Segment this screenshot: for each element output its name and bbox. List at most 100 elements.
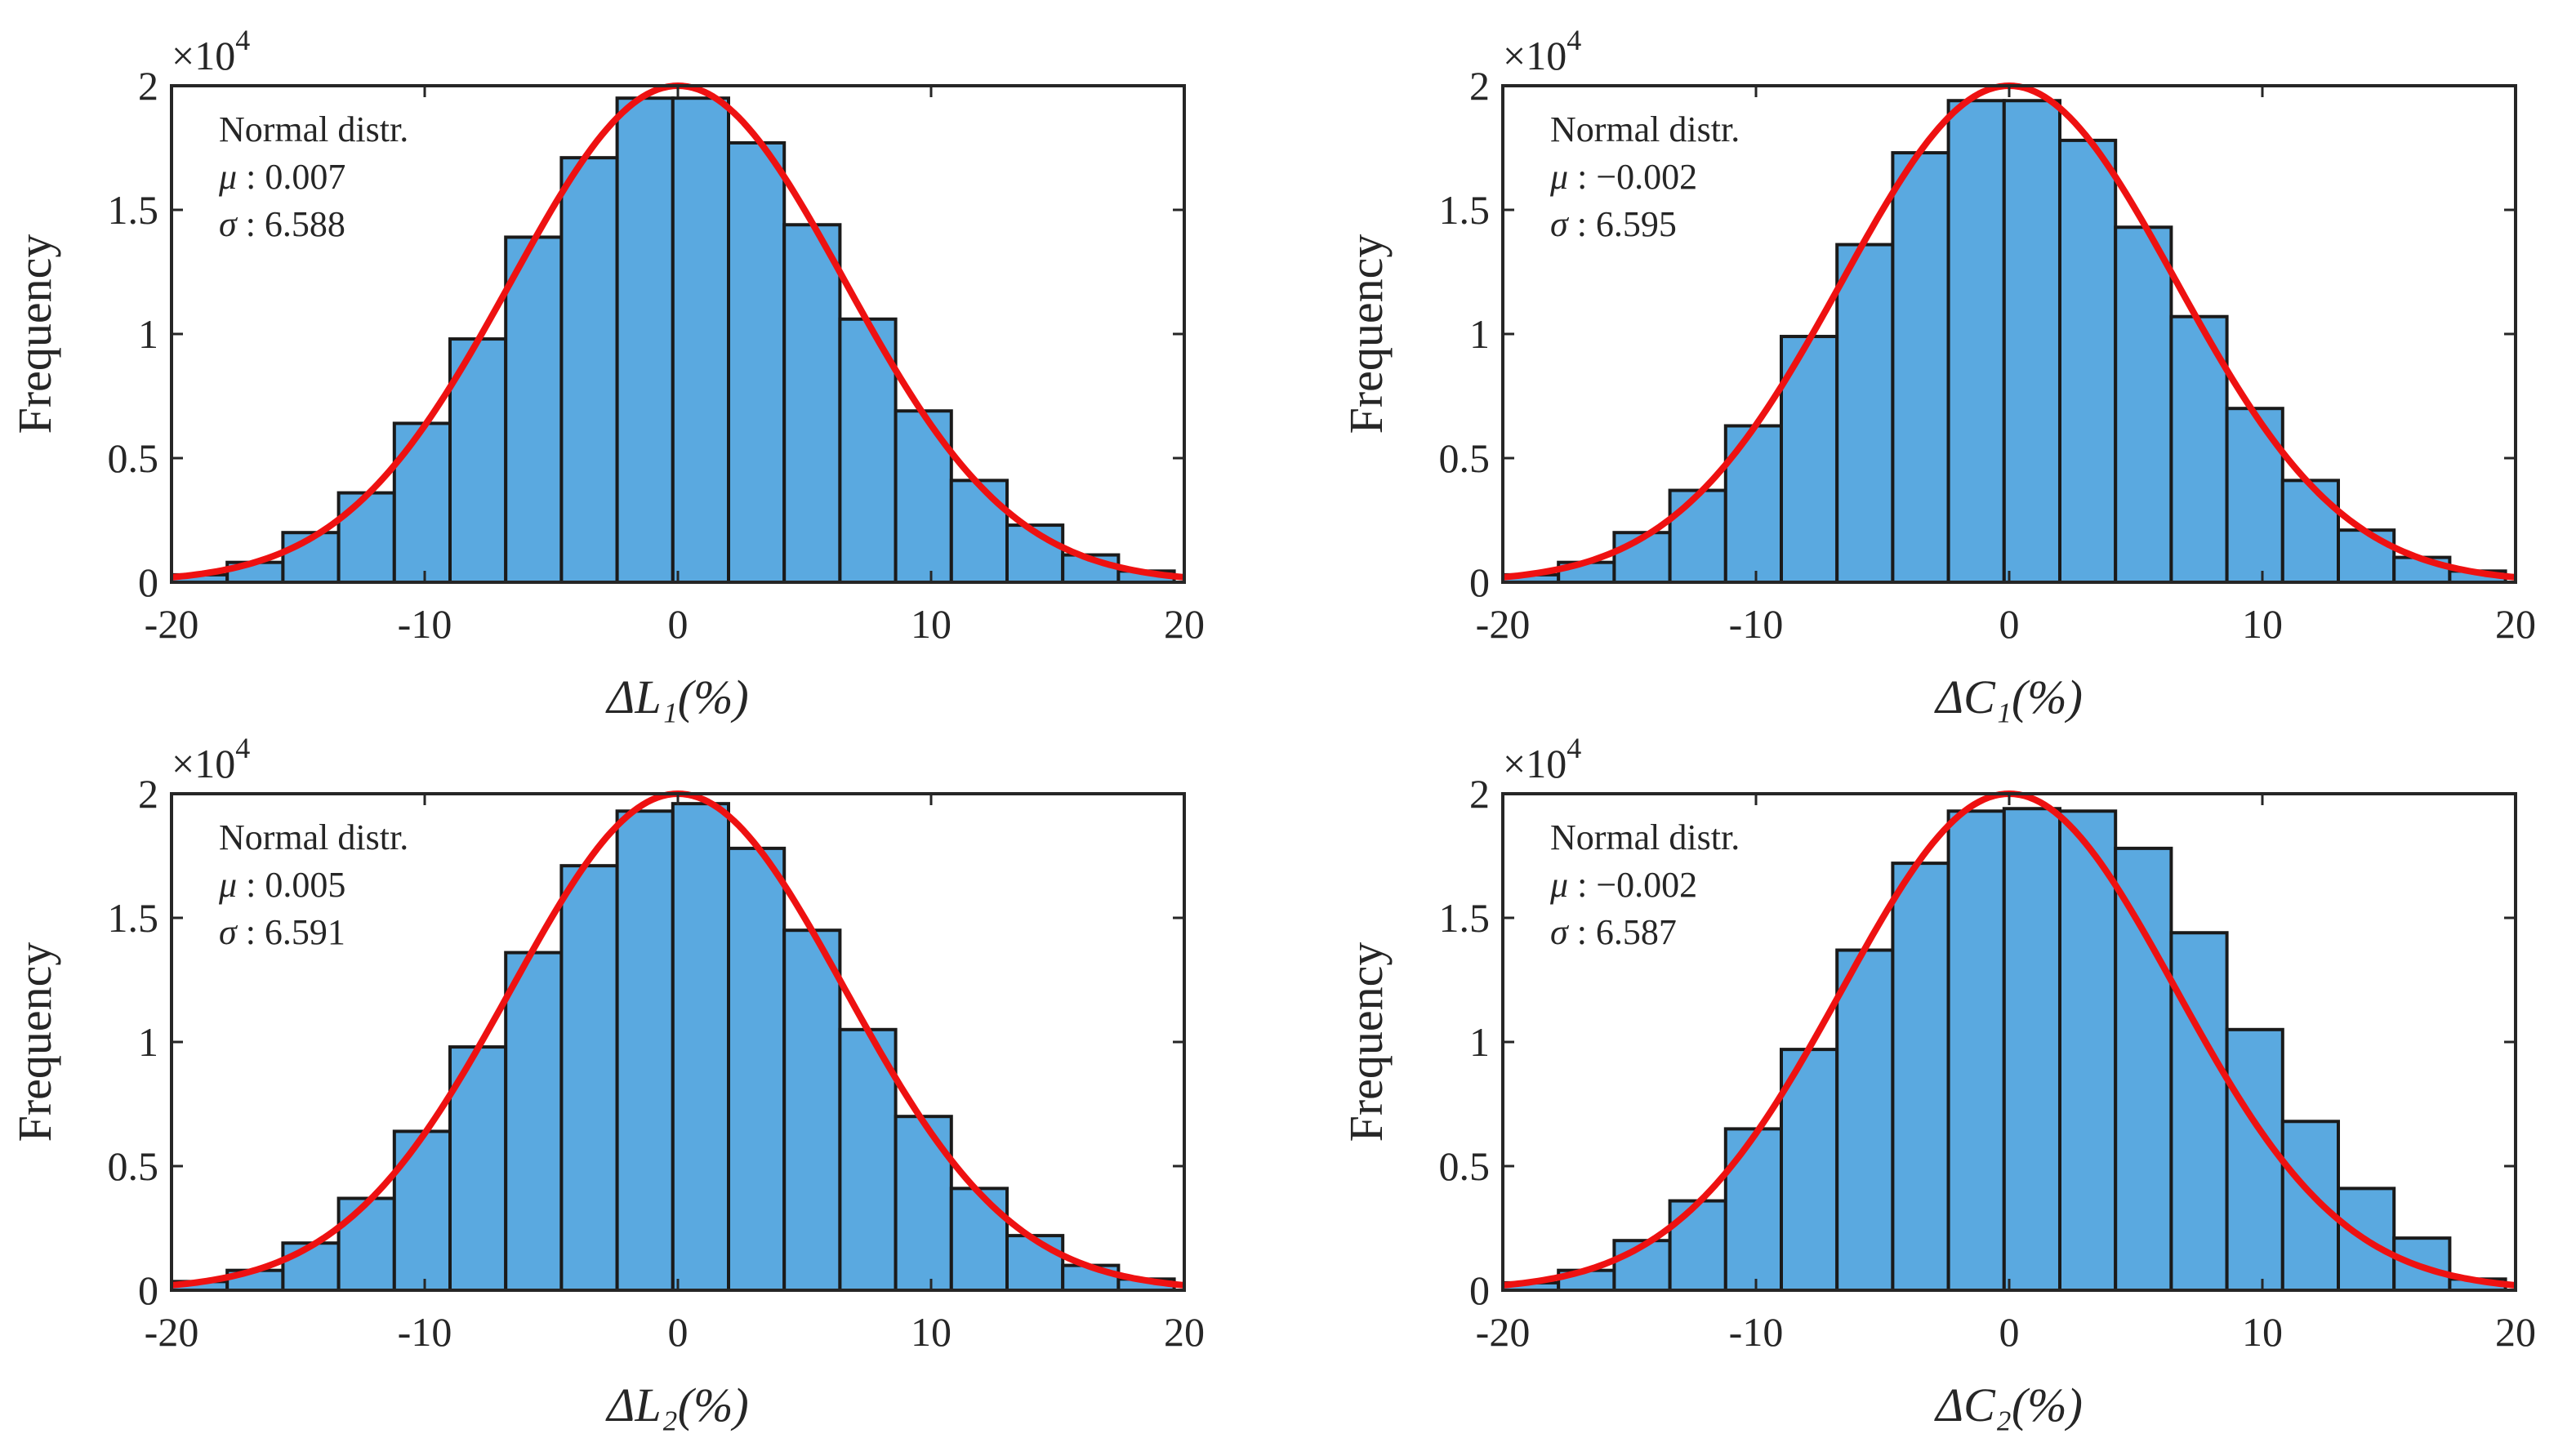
y-tick-label: 0.5 [108,1143,159,1189]
x-axis-label: ΔC₁(%) [1934,670,2083,724]
y-tick-label: 0 [1469,1267,1490,1313]
y-exponent-power: 4 [1567,24,1581,56]
y-tick-label: 2 [1469,63,1490,109]
legend-mu: μ : 0.005 [218,865,345,905]
histogram-bar [1612,531,1672,585]
sigma-symbol: σ [219,204,238,244]
histogram-bar [1780,1048,1839,1292]
y-tick-label: 0.5 [108,435,159,481]
histogram-bar [1891,151,1950,584]
legend-mu: μ : 0.007 [218,157,345,197]
y-tick-label: 1.5 [1439,895,1491,941]
histogram-bar [2002,99,2062,585]
y-tick-label: 1.5 [1439,187,1491,233]
histogram-panel-dL2: -20 -10 0 10 20 0 0.5 1 1.5 2 ×104 ΔL₂(%) Frequency N… [8,732,1205,1432]
y-tick-label: 0.5 [1439,1143,1491,1189]
sigma-value: : 6.595 [1568,204,1677,244]
sigma-symbol: σ [1550,912,1570,952]
histogram-bar [615,809,675,1292]
histogram-bar [671,802,730,1292]
y-tick-label: 0.5 [1439,435,1491,481]
histogram-bar [559,156,619,585]
x-tick-label: 0 [1999,601,2020,647]
sigma-value: : 6.587 [1568,912,1677,952]
y-tick-label: 2 [138,63,158,109]
x-tick-label: 10 [911,1309,952,1355]
histogram-bar [1005,1234,1065,1292]
histogram-bar [336,491,396,584]
y-tick-label: 2 [1469,771,1490,817]
legend-sigma: σ : 6.591 [219,912,345,952]
x-tick-label: 10 [2242,601,2283,647]
sigma-symbol: σ [219,912,238,952]
mu-value: : 0.007 [237,157,345,197]
histogram-bar [894,1115,953,1292]
histogram-bar [1723,1127,1784,1293]
histogram-bar [1946,809,2006,1292]
y-axis-label: Frequency [8,234,61,434]
histogram-bar [2280,1120,2341,1293]
histogram-bar [336,1196,396,1293]
sigma-value: : 6.588 [237,204,345,244]
histogram-bar [392,1129,452,1292]
x-tick-label: -10 [398,1309,452,1355]
legend-mu: μ : −0.002 [1549,157,1697,197]
histogram-panel-dC2: -20 -10 0 10 20 0 0.5 1 1.5 2 ×104 ΔC₂(%) Frequency N… [1339,732,2536,1432]
y-exponent-label: ×104 [172,24,250,78]
x-tick-label: -20 [145,1309,199,1355]
x-axis-label: ΔL₂(%) [605,1378,748,1432]
x-tick-label: -10 [1729,1309,1784,1355]
y-exponent-base: ×10 [172,33,235,78]
x-tick-label: -10 [398,601,452,647]
y-axis-label: Frequency [1339,942,1393,1142]
histogram-bar [1946,99,2006,585]
histogram-bar [504,951,564,1293]
y-exponent-power: 4 [1567,732,1581,764]
y-axis-label: Frequency [1339,234,1393,434]
mu-symbol: μ [1549,157,1568,197]
histogram-panel-dL1: -20 -10 0 10 20 0 0.5 1 1.5 2 ×104 ΔL₁(%) Frequency N… [8,24,1205,724]
x-tick-label: 10 [2242,1309,2283,1355]
y-tick-label: 1 [138,311,158,357]
histogram-bar [2114,846,2173,1292]
histogram-bar [949,479,1009,584]
x-tick-label: 0 [1999,1309,2020,1355]
mu-value: : 0.005 [237,865,345,905]
histogram-bar [2058,809,2118,1292]
legend-mu: μ : −0.002 [1549,865,1697,905]
y-exponent-label: ×104 [1503,24,1581,78]
histogram-bar [727,846,787,1292]
histogram-bar [2225,407,2284,585]
x-tick-label: 20 [1164,1309,1205,1355]
histogram-bar [671,96,730,584]
mu-symbol: μ [218,157,237,197]
y-tick-label: 0 [138,1267,158,1313]
x-tick-label: -20 [1476,601,1531,647]
y-exponent-base: ×10 [172,741,235,786]
x-axis-label: ΔC₂(%) [1934,1378,2083,1432]
histogram-bar [392,421,452,584]
histogram-bar [949,1187,1009,1292]
x-tick-label: 20 [2495,601,2536,647]
x-tick-label: -10 [1729,601,1784,647]
x-axis-label: ΔL₁(%) [605,670,748,724]
histogram-bar [2337,528,2396,584]
histogram-bar [1891,862,1950,1292]
x-tick-label: -20 [145,601,199,647]
histogram-bar [559,864,619,1293]
y-tick-label: 1.5 [108,895,159,941]
legend-sigma: σ : 6.595 [1550,204,1677,244]
mu-symbol: μ [1549,865,1568,905]
x-tick-label: 10 [911,601,952,647]
y-exponent-label: ×104 [172,732,250,786]
y-tick-label: 1 [1469,1019,1490,1065]
y-exponent-base: ×10 [1503,741,1567,786]
y-tick-label: 1 [138,1019,158,1065]
histogram-bar [2169,931,2229,1292]
x-tick-label: -20 [1476,1309,1531,1355]
mu-value: : −0.002 [1568,157,1697,197]
histogram-bar [782,928,842,1292]
y-tick-label: 1 [1469,311,1490,357]
histogram-bar [1668,1199,1727,1293]
